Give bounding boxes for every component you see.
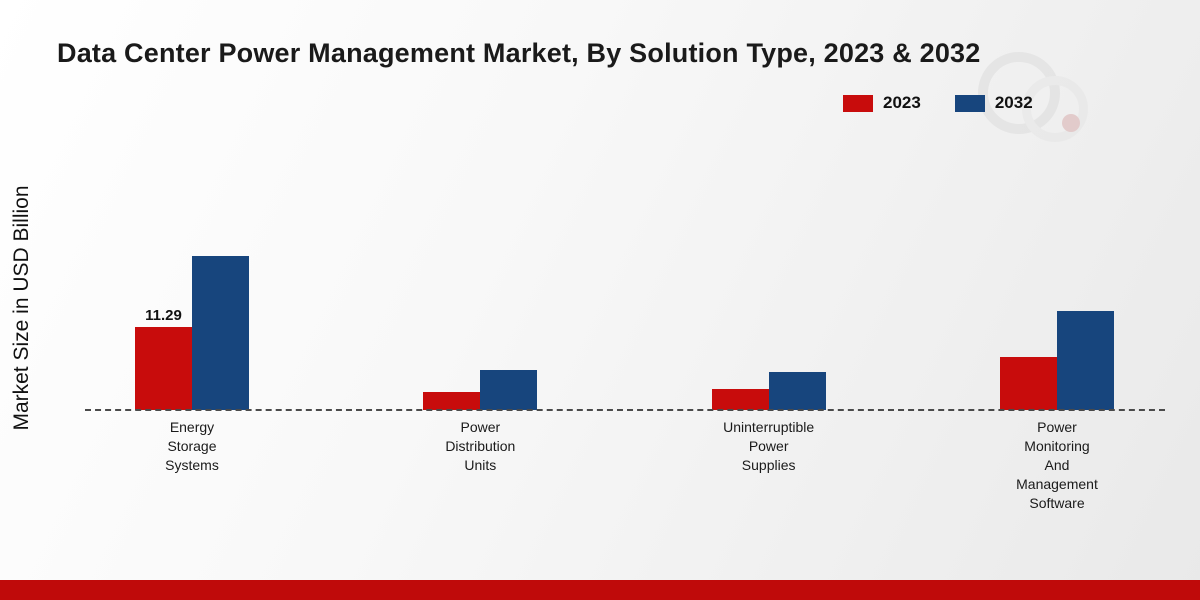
bar-2023-power-distribution-units [423, 392, 481, 410]
bar-2032-energy-storage-systems [192, 256, 249, 410]
chart-plot-area: 11.29 Energy Storage Systems Power Distributi… [92, 0, 1157, 600]
bar-pair [711, 372, 826, 410]
legend-item-2023: 2023 [843, 93, 921, 113]
bar-wrap [480, 370, 538, 410]
bar-groups: 11.29 Energy Storage Systems Power Distributi… [92, 0, 1157, 511]
bar-wrap [711, 389, 769, 410]
category-group-power-monitoring-and-management-software: Power Monitoring And Management Software [957, 0, 1157, 511]
legend-swatch-2032-icon [954, 94, 985, 112]
bar-2023-power-monitoring-and-management-software [999, 357, 1057, 410]
bar-2023-uninterruptible-power-supplies [711, 389, 769, 410]
bar-wrap [1056, 311, 1114, 410]
y-axis-label: Market Size in USD Billion [10, 185, 33, 431]
footer-accent-bar [0, 580, 1200, 600]
bar-wrap [423, 392, 481, 410]
bar-value-label: 11.29 [145, 307, 182, 324]
chart-title: Data Center Power Management Market, By … [57, 38, 981, 68]
watermark-ring-icon [1022, 76, 1088, 142]
bar-2032-power-distribution-units [480, 370, 538, 410]
bar-wrap [192, 256, 249, 410]
bar-pair: 11.29 [135, 256, 249, 410]
category-group-uninterruptible-power-supplies: Uninterruptible Power Supplies [669, 0, 869, 473]
chart-legend: 2023 2032 [843, 93, 1033, 113]
watermark-dot-icon [1062, 114, 1080, 132]
category-label-uninterruptible-power-supplies: Uninterruptible Power Supplies [723, 419, 815, 473]
legend-label-2023: 2023 [883, 93, 921, 112]
bar-wrap [768, 372, 826, 410]
bar-wrap: 11.29 [135, 307, 192, 410]
legend-item-2032: 2032 [954, 93, 1033, 113]
x-axis-line [85, 409, 1165, 411]
category-label-energy-storage-systems: Energy Storage Systems [165, 419, 219, 473]
bar-2023-energy-storage-systems [135, 327, 192, 410]
legend-label-2032: 2032 [994, 93, 1033, 112]
category-group-energy-storage-systems: 11.29 Energy Storage Systems [92, 0, 292, 473]
watermark-logo [970, 52, 1100, 147]
bar-2032-uninterruptible-power-supplies [768, 372, 826, 410]
bar-pair [999, 311, 1114, 410]
bar-wrap [999, 357, 1057, 410]
bar-2032-power-monitoring-and-management-software [1056, 311, 1114, 410]
category-label-power-monitoring-and-management-software: Power Monitoring And Management Software [1016, 419, 1098, 511]
category-label-power-distribution-units: Power Distribution Units [445, 419, 516, 473]
category-group-power-distribution-units: Power Distribution Units [380, 0, 580, 473]
bar-pair [423, 370, 538, 410]
legend-swatch-2023-icon [843, 94, 873, 112]
